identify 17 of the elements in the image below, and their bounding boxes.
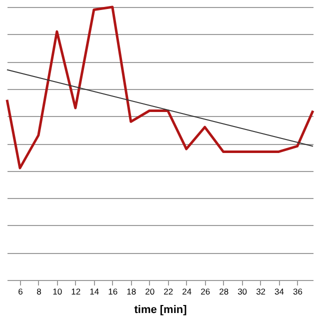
x-tick-label: 24 <box>182 286 192 296</box>
x-tick-label: 16 <box>108 286 118 296</box>
x-tick-label: 8 <box>36 286 42 296</box>
x-axis-title: time [min] <box>134 304 188 316</box>
x-tick-label: 30 <box>238 286 248 296</box>
x-tick-label: 6 <box>18 286 24 296</box>
x-tick-label: 26 <box>200 286 210 296</box>
x-tick-label: 12 <box>71 286 81 296</box>
x-tick-label: 36 <box>293 286 303 296</box>
x-tick-label: 34 <box>274 286 284 296</box>
x-tick-label: 32 <box>256 286 266 296</box>
x-tick-label: 20 <box>145 286 155 296</box>
x-tick-label: 18 <box>126 286 136 296</box>
x-tick-label: 10 <box>52 286 62 296</box>
x-tick-label: 14 <box>90 286 100 296</box>
x-tick-label: 28 <box>219 286 229 296</box>
x-tick-label: 22 <box>164 286 174 296</box>
